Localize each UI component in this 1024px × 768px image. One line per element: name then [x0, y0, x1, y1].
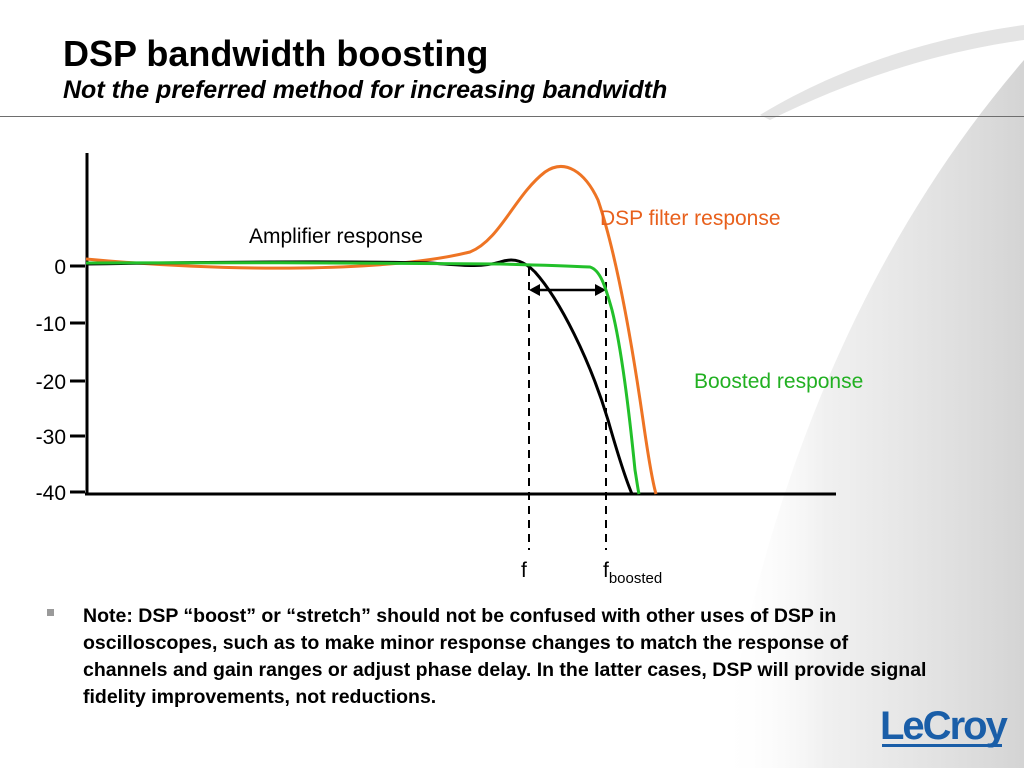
boosted-response-label: Boosted response	[694, 370, 863, 393]
amplifier-response-curve	[85, 258, 634, 495]
bandwidth-gain-arrow	[529, 284, 606, 296]
slide-subtitle: Not the preferred method for increasing …	[63, 76, 668, 104]
y-tick-label-minus30: -30	[36, 426, 66, 449]
fboosted-marker-label: fboosted	[603, 559, 662, 587]
note-text: Note: DSP “boost” or “stretch” should no…	[83, 605, 927, 708]
y-tick-label-minus40: -40	[36, 482, 66, 505]
fboosted-subscript: boosted	[609, 570, 662, 587]
logo-underline	[882, 744, 1002, 747]
lecroy-logo: LeCroy	[880, 704, 1008, 748]
title-divider	[0, 116, 1024, 117]
note-bullet-paragraph: Note: DSP “boost” or “stretch” should no…	[47, 603, 937, 711]
amplifier-response-label: Amplifier response	[249, 225, 423, 248]
title-block: DSP bandwidth boosting Not the preferred…	[63, 33, 863, 105]
y-tick-label-0: 0	[54, 256, 66, 279]
boosted-response-curve	[85, 261, 641, 495]
fboosted-base: f	[603, 559, 609, 582]
dsp-filter-response-label: DSP filter response	[600, 207, 781, 230]
slide-title: DSP bandwidth boosting	[63, 33, 489, 74]
f-marker-label: f	[521, 559, 527, 582]
y-tick-label-minus20: -20	[36, 371, 66, 394]
dsp-filter-curve	[85, 165, 658, 495]
y-tick-label-minus10: -10	[36, 313, 66, 336]
bullet-square-icon	[47, 609, 54, 616]
